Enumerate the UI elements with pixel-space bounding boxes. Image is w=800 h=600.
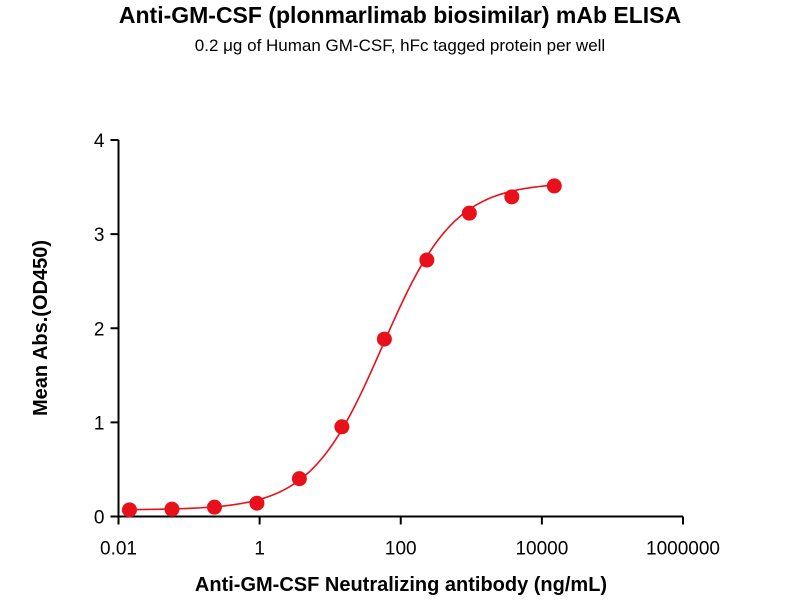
data-point xyxy=(461,205,477,221)
data-point xyxy=(546,178,562,194)
y-tick-label: 0 xyxy=(94,508,105,529)
x-tick-label: 0.01 xyxy=(100,539,137,560)
data-point xyxy=(121,502,137,518)
y-tick-label: 4 xyxy=(94,131,105,152)
data-point xyxy=(291,471,307,487)
data-point xyxy=(206,499,222,515)
y-tick-label: 2 xyxy=(94,319,105,340)
y-tick-label: 1 xyxy=(94,413,105,434)
data-point xyxy=(376,331,392,347)
x-axis-label: Anti-GM-CSF Neutralizing antibody (ng/mL… xyxy=(195,574,607,596)
data-point xyxy=(249,495,265,511)
x-tick-label: 100 xyxy=(385,539,417,560)
data-point xyxy=(504,189,520,205)
chart-subtitle: 0.2 μg of Human GM-CSF, hFc tagged prote… xyxy=(194,36,606,55)
y-axis-label: Mean Abs.(OD450) xyxy=(30,240,52,416)
x-tick-label: 1 xyxy=(254,539,265,560)
chart-title: Anti-GM-CSF (plonmarlimab biosimilar) mA… xyxy=(118,2,682,28)
x-tick-label: 1000000 xyxy=(646,539,720,560)
data-point xyxy=(334,419,350,435)
data-point xyxy=(164,501,180,517)
x-tick-label: 10000 xyxy=(515,539,568,560)
data-point xyxy=(419,252,435,268)
fit-curve xyxy=(129,184,555,511)
y-tick-label: 3 xyxy=(94,225,105,246)
